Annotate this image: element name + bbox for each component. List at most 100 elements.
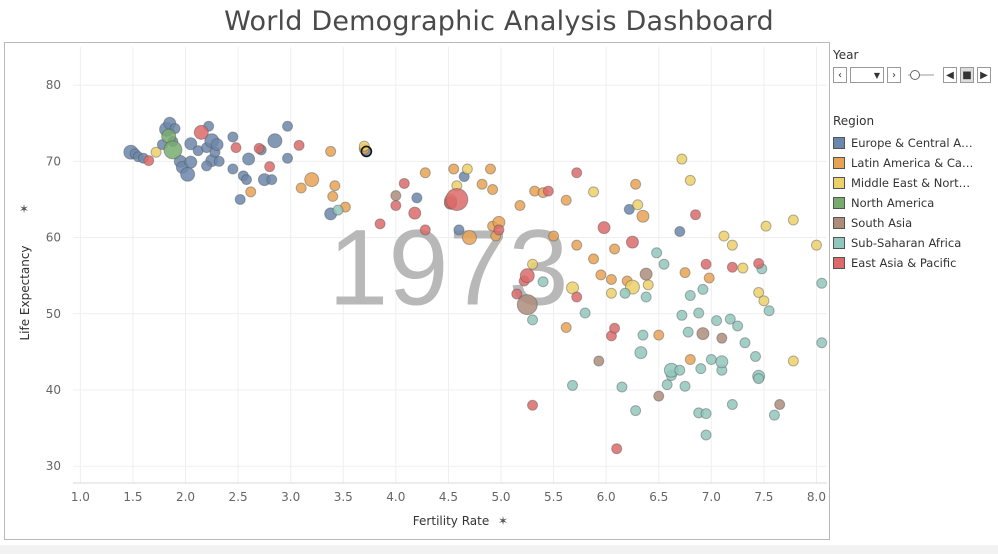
- data-point[interactable]: [445, 187, 469, 211]
- data-point[interactable]: [630, 178, 642, 190]
- data-point[interactable]: [679, 380, 691, 392]
- data-point[interactable]: [697, 283, 709, 295]
- data-point[interactable]: [267, 133, 283, 149]
- data-point[interactable]: [560, 322, 572, 334]
- data-point[interactable]: [293, 139, 305, 151]
- data-point[interactable]: [163, 140, 183, 160]
- data-point[interactable]: [634, 346, 648, 360]
- data-point[interactable]: [282, 152, 294, 164]
- data-point[interactable]: [810, 239, 822, 251]
- year-slider[interactable]: [908, 70, 934, 80]
- data-point[interactable]: [679, 267, 691, 279]
- data-point[interactable]: [516, 294, 538, 316]
- data-point[interactable]: [484, 163, 496, 175]
- legend-item[interactable]: Latin America & Cari..: [833, 153, 995, 173]
- data-point[interactable]: [726, 398, 738, 410]
- data-point[interactable]: [749, 350, 761, 362]
- data-point[interactable]: [398, 177, 410, 189]
- data-point[interactable]: [724, 313, 736, 325]
- play-forward-icon[interactable]: ▶: [977, 67, 991, 83]
- data-point[interactable]: [700, 408, 712, 420]
- data-point[interactable]: [487, 184, 499, 196]
- data-point[interactable]: [514, 200, 526, 212]
- data-point[interactable]: [282, 120, 294, 132]
- data-point[interactable]: [419, 167, 431, 179]
- data-point[interactable]: [150, 146, 162, 158]
- data-point[interactable]: [696, 327, 710, 341]
- data-point[interactable]: [411, 192, 423, 204]
- data-point[interactable]: [732, 320, 744, 332]
- data-point[interactable]: [718, 230, 730, 242]
- data-point[interactable]: [234, 193, 246, 205]
- data-point[interactable]: [763, 305, 775, 317]
- data-point[interactable]: [639, 267, 653, 281]
- data-point[interactable]: [690, 209, 702, 221]
- legend-item[interactable]: East Asia & Pacific: [833, 253, 995, 273]
- data-point[interactable]: [493, 224, 505, 236]
- data-point[interactable]: [527, 314, 539, 326]
- data-point[interactable]: [637, 329, 649, 341]
- data-point[interactable]: [184, 137, 198, 151]
- data-point[interactable]: [726, 239, 738, 251]
- data-point[interactable]: [816, 277, 828, 289]
- data-point[interactable]: [327, 190, 339, 202]
- data-point[interactable]: [264, 161, 276, 173]
- data-point[interactable]: [595, 269, 607, 281]
- data-point[interactable]: [253, 142, 265, 154]
- data-point[interactable]: [695, 363, 707, 375]
- data-point[interactable]: [609, 322, 621, 334]
- legend-item[interactable]: North America: [833, 193, 995, 213]
- data-point[interactable]: [184, 155, 198, 169]
- data-point[interactable]: [193, 124, 209, 140]
- data-point[interactable]: [390, 190, 402, 202]
- data-point[interactable]: [329, 180, 341, 192]
- data-point[interactable]: [588, 186, 600, 198]
- data-point[interactable]: [632, 199, 644, 211]
- data-point[interactable]: [605, 287, 617, 299]
- data-point[interactable]: [787, 355, 799, 367]
- data-point[interactable]: [653, 329, 665, 341]
- data-point[interactable]: [693, 307, 705, 319]
- data-point[interactable]: [201, 160, 213, 172]
- data-point[interactable]: [623, 203, 635, 215]
- data-point[interactable]: [227, 131, 239, 143]
- data-point[interactable]: [684, 289, 696, 301]
- data-point[interactable]: [774, 398, 786, 410]
- data-point[interactable]: [210, 138, 224, 152]
- data-point[interactable]: [560, 194, 572, 206]
- data-point[interactable]: [143, 155, 155, 167]
- data-point[interactable]: [230, 142, 242, 154]
- data-point[interactable]: [461, 230, 477, 246]
- data-point[interactable]: [816, 337, 828, 349]
- data-point[interactable]: [571, 167, 583, 179]
- data-point[interactable]: [461, 163, 473, 175]
- data-point[interactable]: [605, 273, 617, 285]
- data-point[interactable]: [242, 152, 256, 166]
- data-point[interactable]: [374, 218, 386, 230]
- data-point[interactable]: [753, 286, 765, 298]
- data-point[interactable]: [527, 399, 539, 411]
- data-point[interactable]: [266, 174, 278, 186]
- data-point[interactable]: [448, 163, 460, 175]
- data-point[interactable]: [684, 174, 696, 186]
- data-point[interactable]: [753, 373, 765, 385]
- data-point[interactable]: [453, 224, 465, 236]
- data-point[interactable]: [325, 145, 337, 157]
- data-point[interactable]: [476, 178, 488, 190]
- play-backward-icon[interactable]: ◀: [943, 67, 957, 83]
- data-point[interactable]: [241, 174, 253, 186]
- year-dropdown[interactable]: ▼: [850, 67, 884, 83]
- data-point[interactable]: [619, 287, 631, 299]
- legend-item[interactable]: South Asia: [833, 213, 995, 233]
- data-point[interactable]: [332, 204, 344, 216]
- data-point[interactable]: [630, 405, 642, 417]
- data-point[interactable]: [625, 235, 639, 249]
- data-point[interactable]: [611, 443, 623, 455]
- data-point[interactable]: [636, 209, 650, 223]
- data-point[interactable]: [593, 355, 605, 367]
- data-point[interactable]: [658, 258, 670, 270]
- data-point[interactable]: [597, 221, 611, 235]
- data-point[interactable]: [737, 262, 749, 274]
- data-point[interactable]: [180, 166, 196, 182]
- data-point[interactable]: [537, 276, 549, 288]
